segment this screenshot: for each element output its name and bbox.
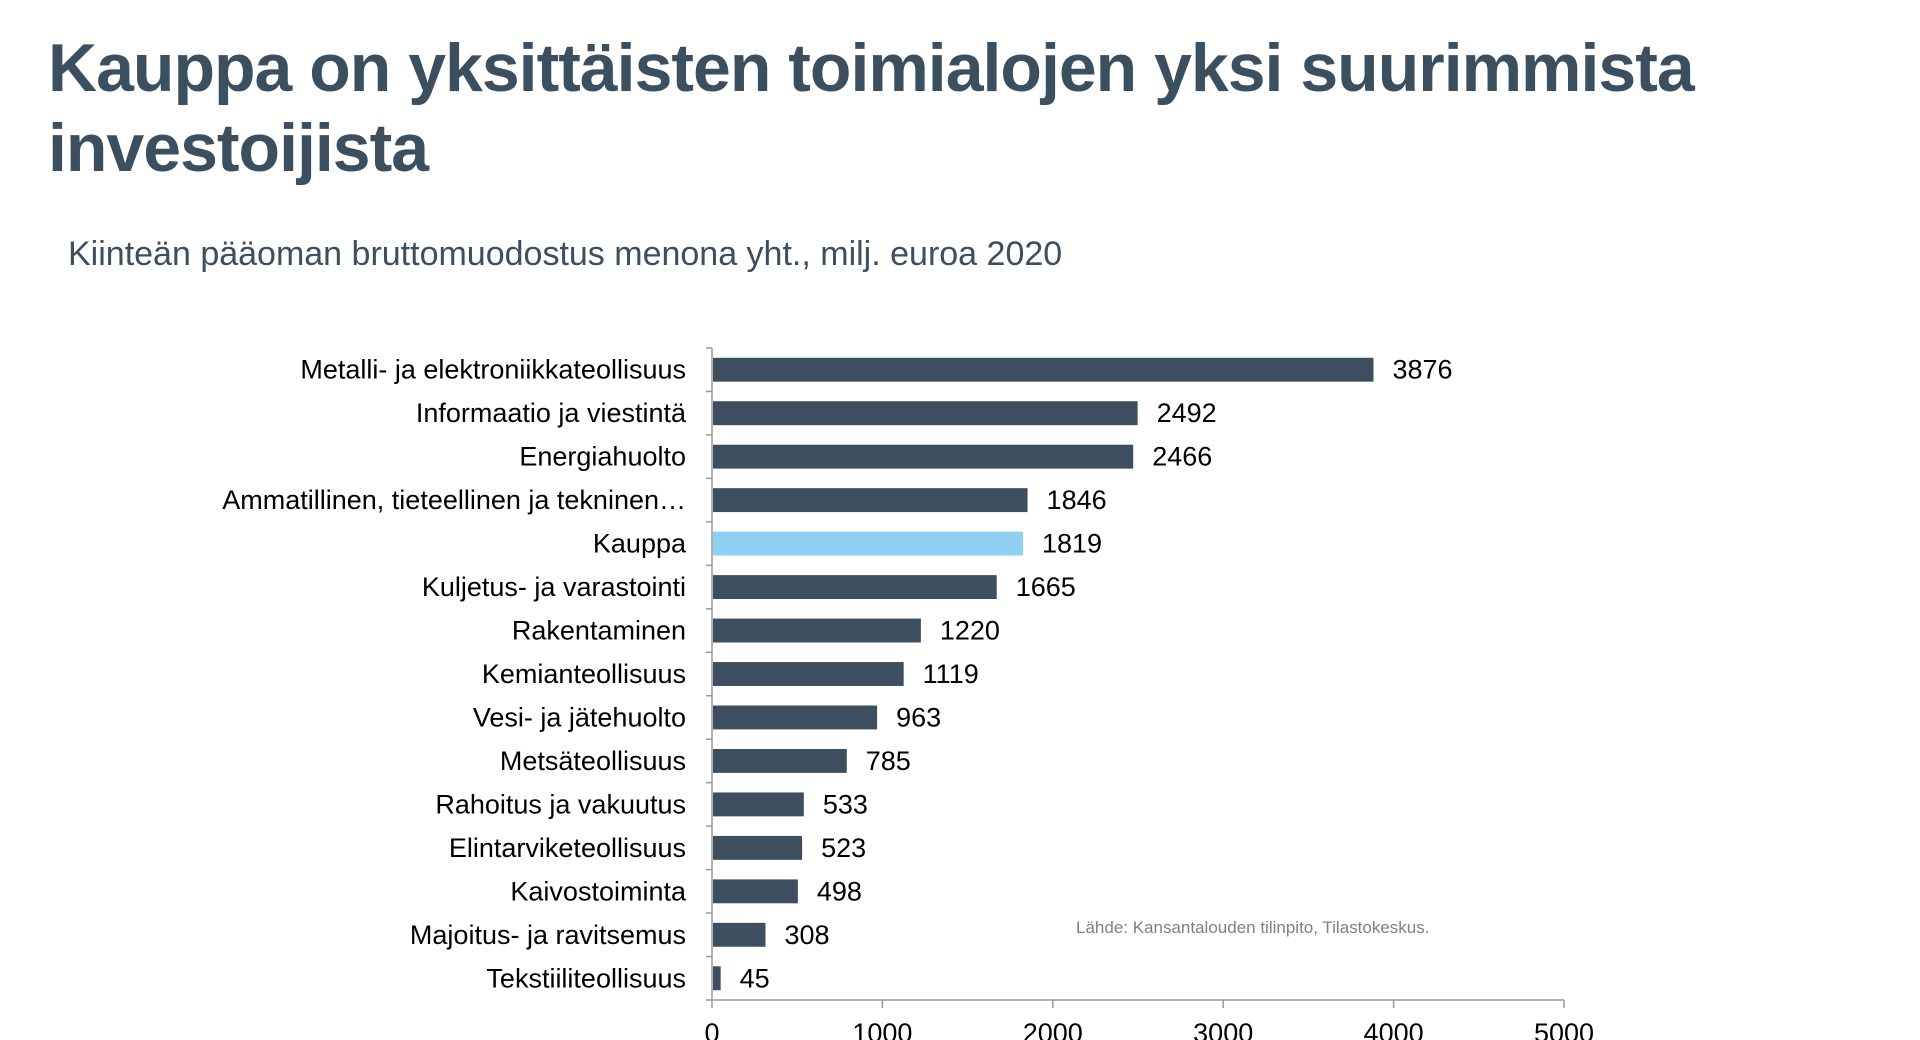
bar [713,705,878,730]
category-label: Tekstiiliteollisuus [486,963,686,993]
data-label: 523 [821,833,866,863]
bar [713,662,904,686]
bar [713,792,804,817]
category-label: Informaatio ja viestintä [416,398,687,428]
bar [713,879,798,904]
data-label: 498 [817,876,862,906]
bar-highlight [713,531,1023,556]
category-label: Metalli- ja elektroniikkateollisuus [300,355,686,385]
category-label: Vesi- ja jätehuolto [473,702,686,732]
tick-label: 1000 [852,1018,912,1040]
bar [713,488,1028,513]
category-label: Kuljetus- ja varastointi [422,572,686,602]
bar [713,922,766,947]
data-label: 963 [896,702,941,732]
tick-label: 5000 [1534,1018,1594,1040]
bar [713,401,1138,426]
bar [713,748,847,773]
data-label: 45 [740,963,770,993]
labels-group: Metalli- ja elektroniikkateollisuus 3876 I… [222,355,1594,1040]
tick-label: 4000 [1364,1018,1424,1040]
category-label: Kemianteollisuus [482,659,686,689]
category-label: Rahoitus ja vakuutus [435,789,686,819]
category-label: Ammatillinen, tieteellinen ja tekninen… [222,485,686,515]
data-label: 1220 [940,616,1000,646]
data-label: 3876 [1392,355,1452,385]
chart-subtitle: Kiinteän pääoman bruttomuodostus menona … [68,235,1063,273]
category-label: Elintarviketeollisuus [449,833,686,863]
data-label: 1665 [1016,572,1076,602]
category-label: Kaivostoiminta [510,876,687,906]
data-label: 1819 [1042,529,1102,559]
axes-group [706,347,1565,1008]
data-label: 533 [823,789,868,819]
bar [713,444,1134,469]
category-label: Kauppa [593,529,687,559]
data-label: 308 [784,920,829,950]
bar [713,357,1374,382]
category-label: Majoitus- ja ravitsemus [410,920,686,950]
category-label: Rakentaminen [512,616,686,646]
page-title: Kauppa on yksittäisten toimialojen yksi … [48,30,1695,186]
category-label: Energiahuolto [519,442,686,472]
tick-label: 0 [704,1018,719,1040]
bar [713,575,997,600]
tick-label: 2000 [1023,1018,1083,1040]
bar [713,618,921,643]
data-label: 1119 [923,659,979,689]
bar [713,966,721,991]
data-label: 2466 [1152,442,1212,472]
data-label: 1846 [1047,485,1107,515]
bar [713,835,803,860]
data-label: 785 [866,746,911,776]
tick-label: 3000 [1193,1018,1253,1040]
bars-group [713,357,1374,991]
data-label: 2492 [1157,398,1217,428]
source-note: Lähde: Kansantalouden tilinpito, Tilasto… [1076,918,1430,937]
category-label: Metsäteollisuus [500,746,686,776]
